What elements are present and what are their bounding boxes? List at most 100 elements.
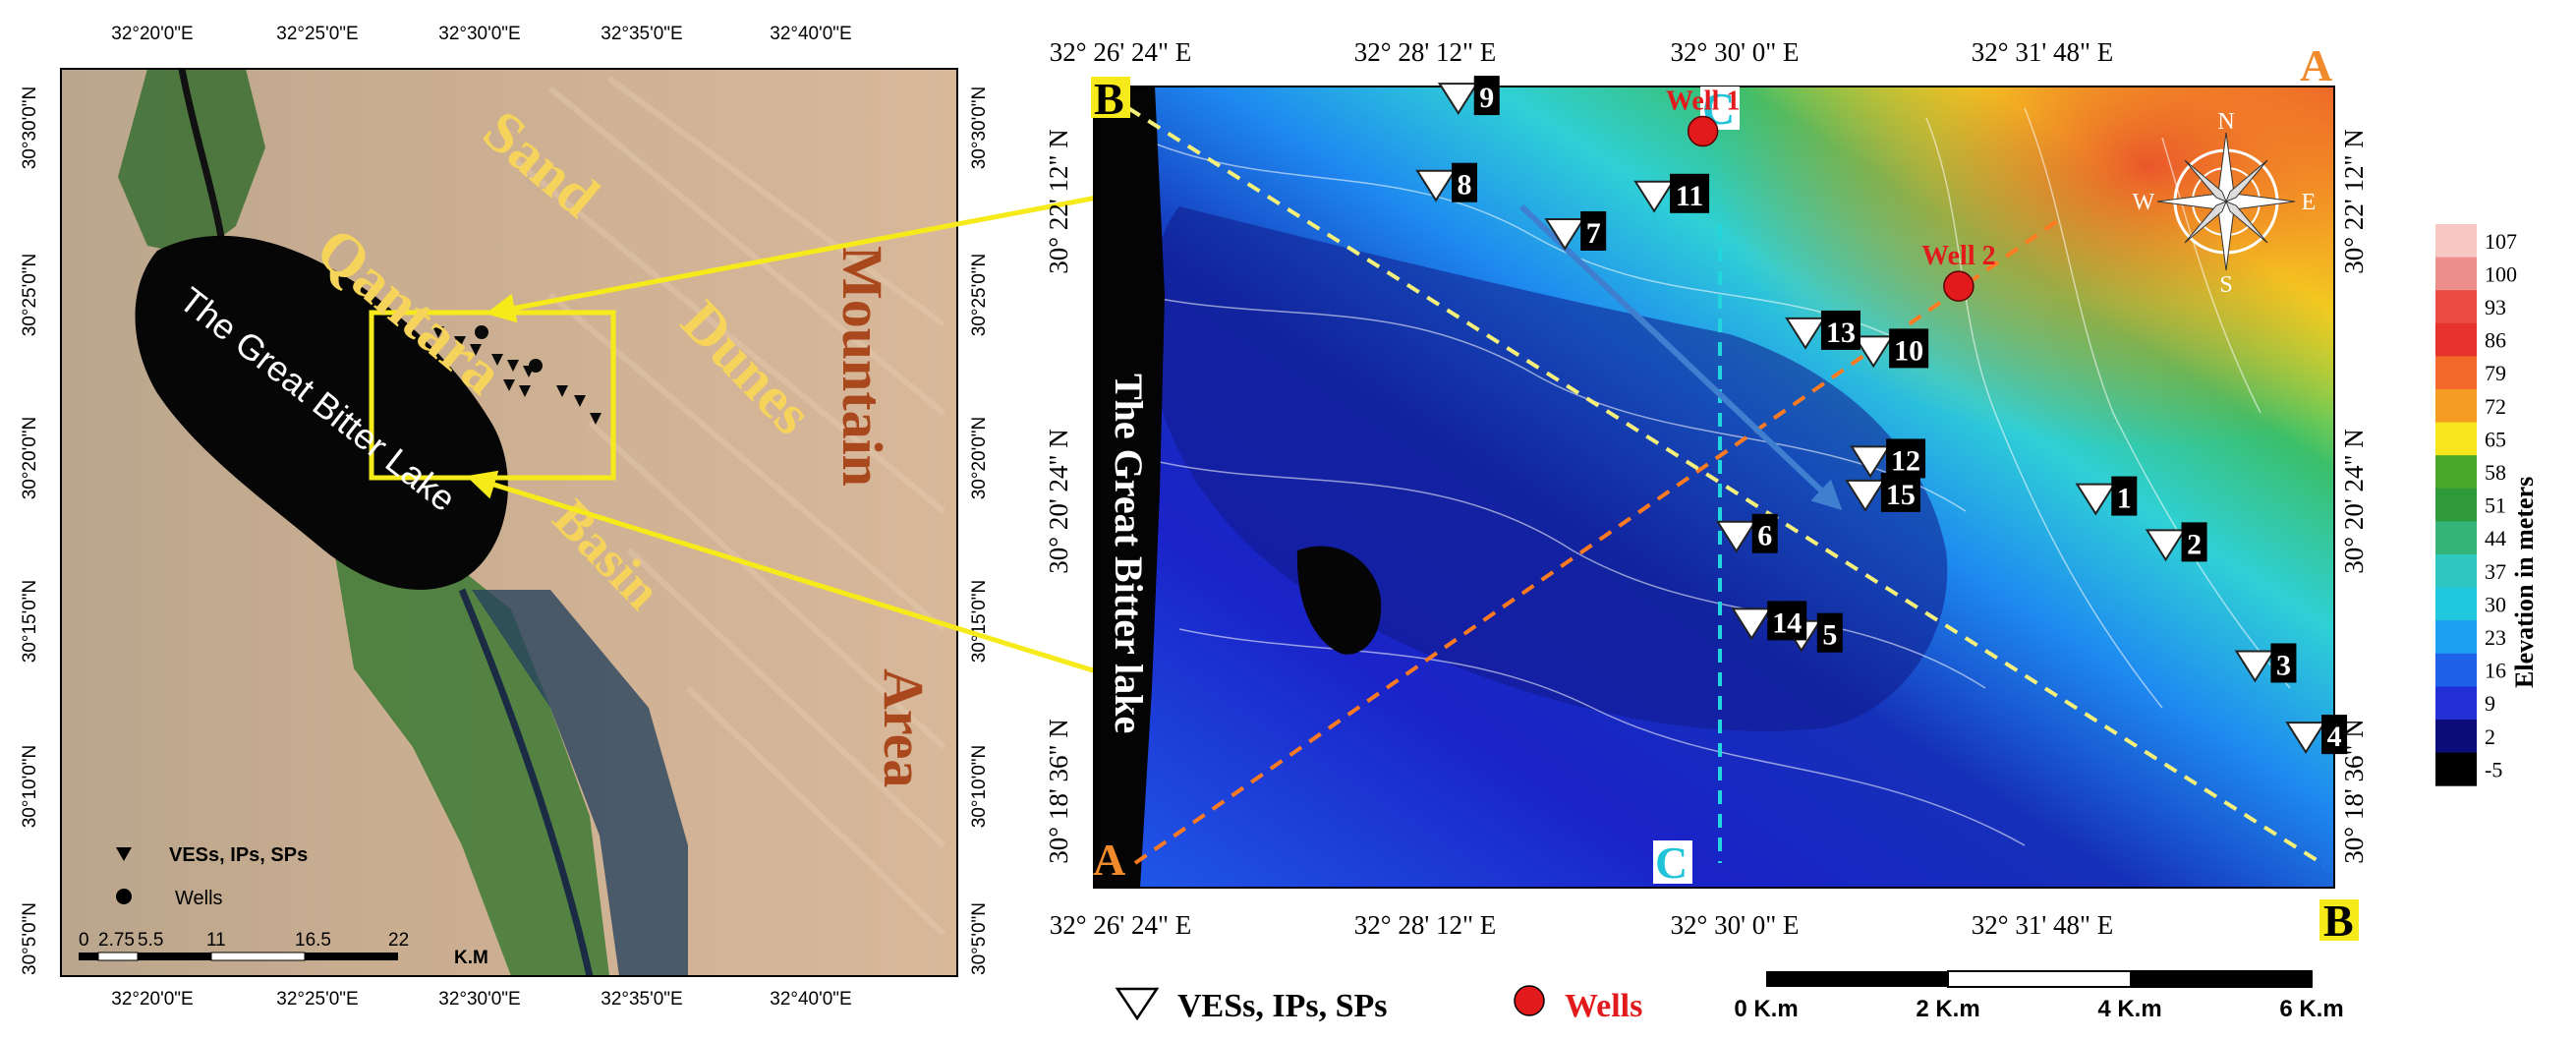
colorbar-tick-label: 72 [2485,394,2506,419]
colorbar-swatch [2435,290,2477,324]
label-mountain: Mountain [830,246,894,487]
lon-tick: 32° 28' 12" E [1354,910,1496,940]
station-label: 5 [1822,619,1837,652]
station-14: 14 [1731,601,1807,641]
well-label: Well 1 [1666,87,1740,117]
lon-tick: 32° 26' 24" E [1050,37,1191,67]
station-label: 6 [1757,520,1772,552]
station-2: 2 [2145,522,2207,562]
station-9: 9 [1437,76,1500,116]
profile-label-c-bottom: C [1655,838,1688,888]
lat-tick: 30°10'0"N [20,745,40,829]
station-label: 1 [2117,483,2132,515]
colorbar-tick-label: 93 [2485,295,2506,319]
colorbar-swatch [2435,455,2477,490]
station-label-box [1580,210,1607,251]
colorbar-tick-label: 9 [2485,691,2495,716]
scale-tick: 2 K.m [1916,996,1979,1022]
station-7: 7 [1544,210,1607,251]
station-marker [1633,180,1675,213]
great-bitter-lake-edge [1094,87,1165,888]
lon-tick: 32°25'0"E [276,989,358,1010]
colorbar-swatch [2435,653,2477,687]
compass-s: S [2219,272,2232,298]
station-marker [2145,529,2187,562]
scale-tick: 5.5 [138,930,163,951]
station-8: 8 [1415,162,1478,202]
station-marker [1785,317,1826,350]
scale-tick: 6 K.m [2279,996,2343,1022]
black-depression [1296,546,1382,655]
station-label-box [1751,513,1778,553]
lon-tick: 32°35'0"E [601,24,682,44]
colorbar-swatch [2435,521,2477,555]
scale-tick: 0 [79,930,89,951]
right-elevation-map: The Great Bitter lake B B A A C C 123456… [1044,37,2369,946]
colorbar-swatch [2435,356,2477,390]
station-marker [1731,607,1773,641]
lon-tick: 32° 31' 48" E [1972,910,2113,940]
station-marker [2285,722,2326,754]
colorbar-swatch [2435,322,2477,357]
station-marker [1415,169,1457,202]
station-4: 4 [2285,715,2348,755]
colorbar-tick-label: 2 [2485,724,2495,749]
lat-tick: 30°5'0"N [969,902,990,975]
right-right-lat-ticks: 30° 22' 12" N 30° 20' 24" N 30° 18' 36" … [2339,129,2369,863]
left-top-lon-ticks: 32°20'0"E 32°25'0"E 32°30'0"E 32°35'0"E … [111,24,851,44]
lat-tick: 30°25'0"N [969,254,990,337]
colorbar-tick-label: 86 [2485,328,2506,353]
lat-tick: 30° 20' 24" N [2339,429,2369,573]
station-marker [2075,483,2117,516]
colorbar-tick-label: 37 [2485,559,2506,584]
colorbar-tick-label: 58 [2485,460,2506,485]
station-label-box [1452,162,1478,202]
station-label-box [1816,612,1843,653]
profile-line-b [1126,106,2326,867]
left-map-legend: VESs, IPs, SPs Wells [116,844,308,909]
station-1: 1 [2075,476,2138,516]
compass-w: W [2133,190,2155,215]
station-label: 10 [1894,334,1923,367]
colorbar-title: Elevation in meters [2510,477,2539,688]
scale-tick: 16.5 [295,930,331,951]
station-label: 14 [1772,607,1802,639]
lon-tick: 32°30'0"E [438,989,520,1010]
station-label: 8 [1458,169,1472,202]
colorbar-swatch [2435,720,2477,754]
lon-tick: 32° 26' 24" E [1050,910,1191,940]
colorbar-tick-label: 16 [2485,659,2506,683]
label-area: Area [872,668,936,787]
station-label: 11 [1676,180,1703,212]
station-label: 2 [2187,528,2202,560]
station-label: 4 [2327,721,2342,753]
lat-tick: 30°30'0"N [20,87,40,170]
station-symbol [1115,987,1160,1021]
station-15: 15 [1845,472,1920,512]
profile-label-a-start: A [1093,835,1125,885]
station-12: 12 [1850,438,1926,479]
scale-tick: 22 [388,930,409,951]
compass-n: N [2217,109,2234,135]
station-label: 3 [2276,649,2291,681]
station-marker [2234,650,2276,683]
station-label: 7 [1586,217,1601,250]
colorbar-tick-label: 23 [2485,625,2506,650]
lat-tick: 30°30'0"N [969,87,990,170]
scale-unit: K.M [454,948,488,968]
station-label-box [2111,476,2138,516]
colorbar-tick-label: 44 [2485,526,2506,550]
colorbar-tick-label: 107 [2485,229,2517,254]
colorbar-tick-label: 51 [2485,493,2506,518]
lon-tick: 32°20'0"E [111,24,193,44]
colorbar-swatch [2435,389,2477,424]
left-bottom-lon-ticks: 32°20'0"E 32°25'0"E 32°30'0"E 32°35'0"E … [111,989,851,1010]
colorbar-swatch [2435,224,2477,259]
station-marker [1853,335,1894,369]
triangle-symbol [116,847,132,861]
colorbar-tick-label: 65 [2485,427,2506,451]
well-symbol [1514,985,1545,1016]
right-bottom-lon-ticks: 32° 26' 24" E 32° 28' 12" E 32° 30' 0" E… [1050,910,2113,940]
